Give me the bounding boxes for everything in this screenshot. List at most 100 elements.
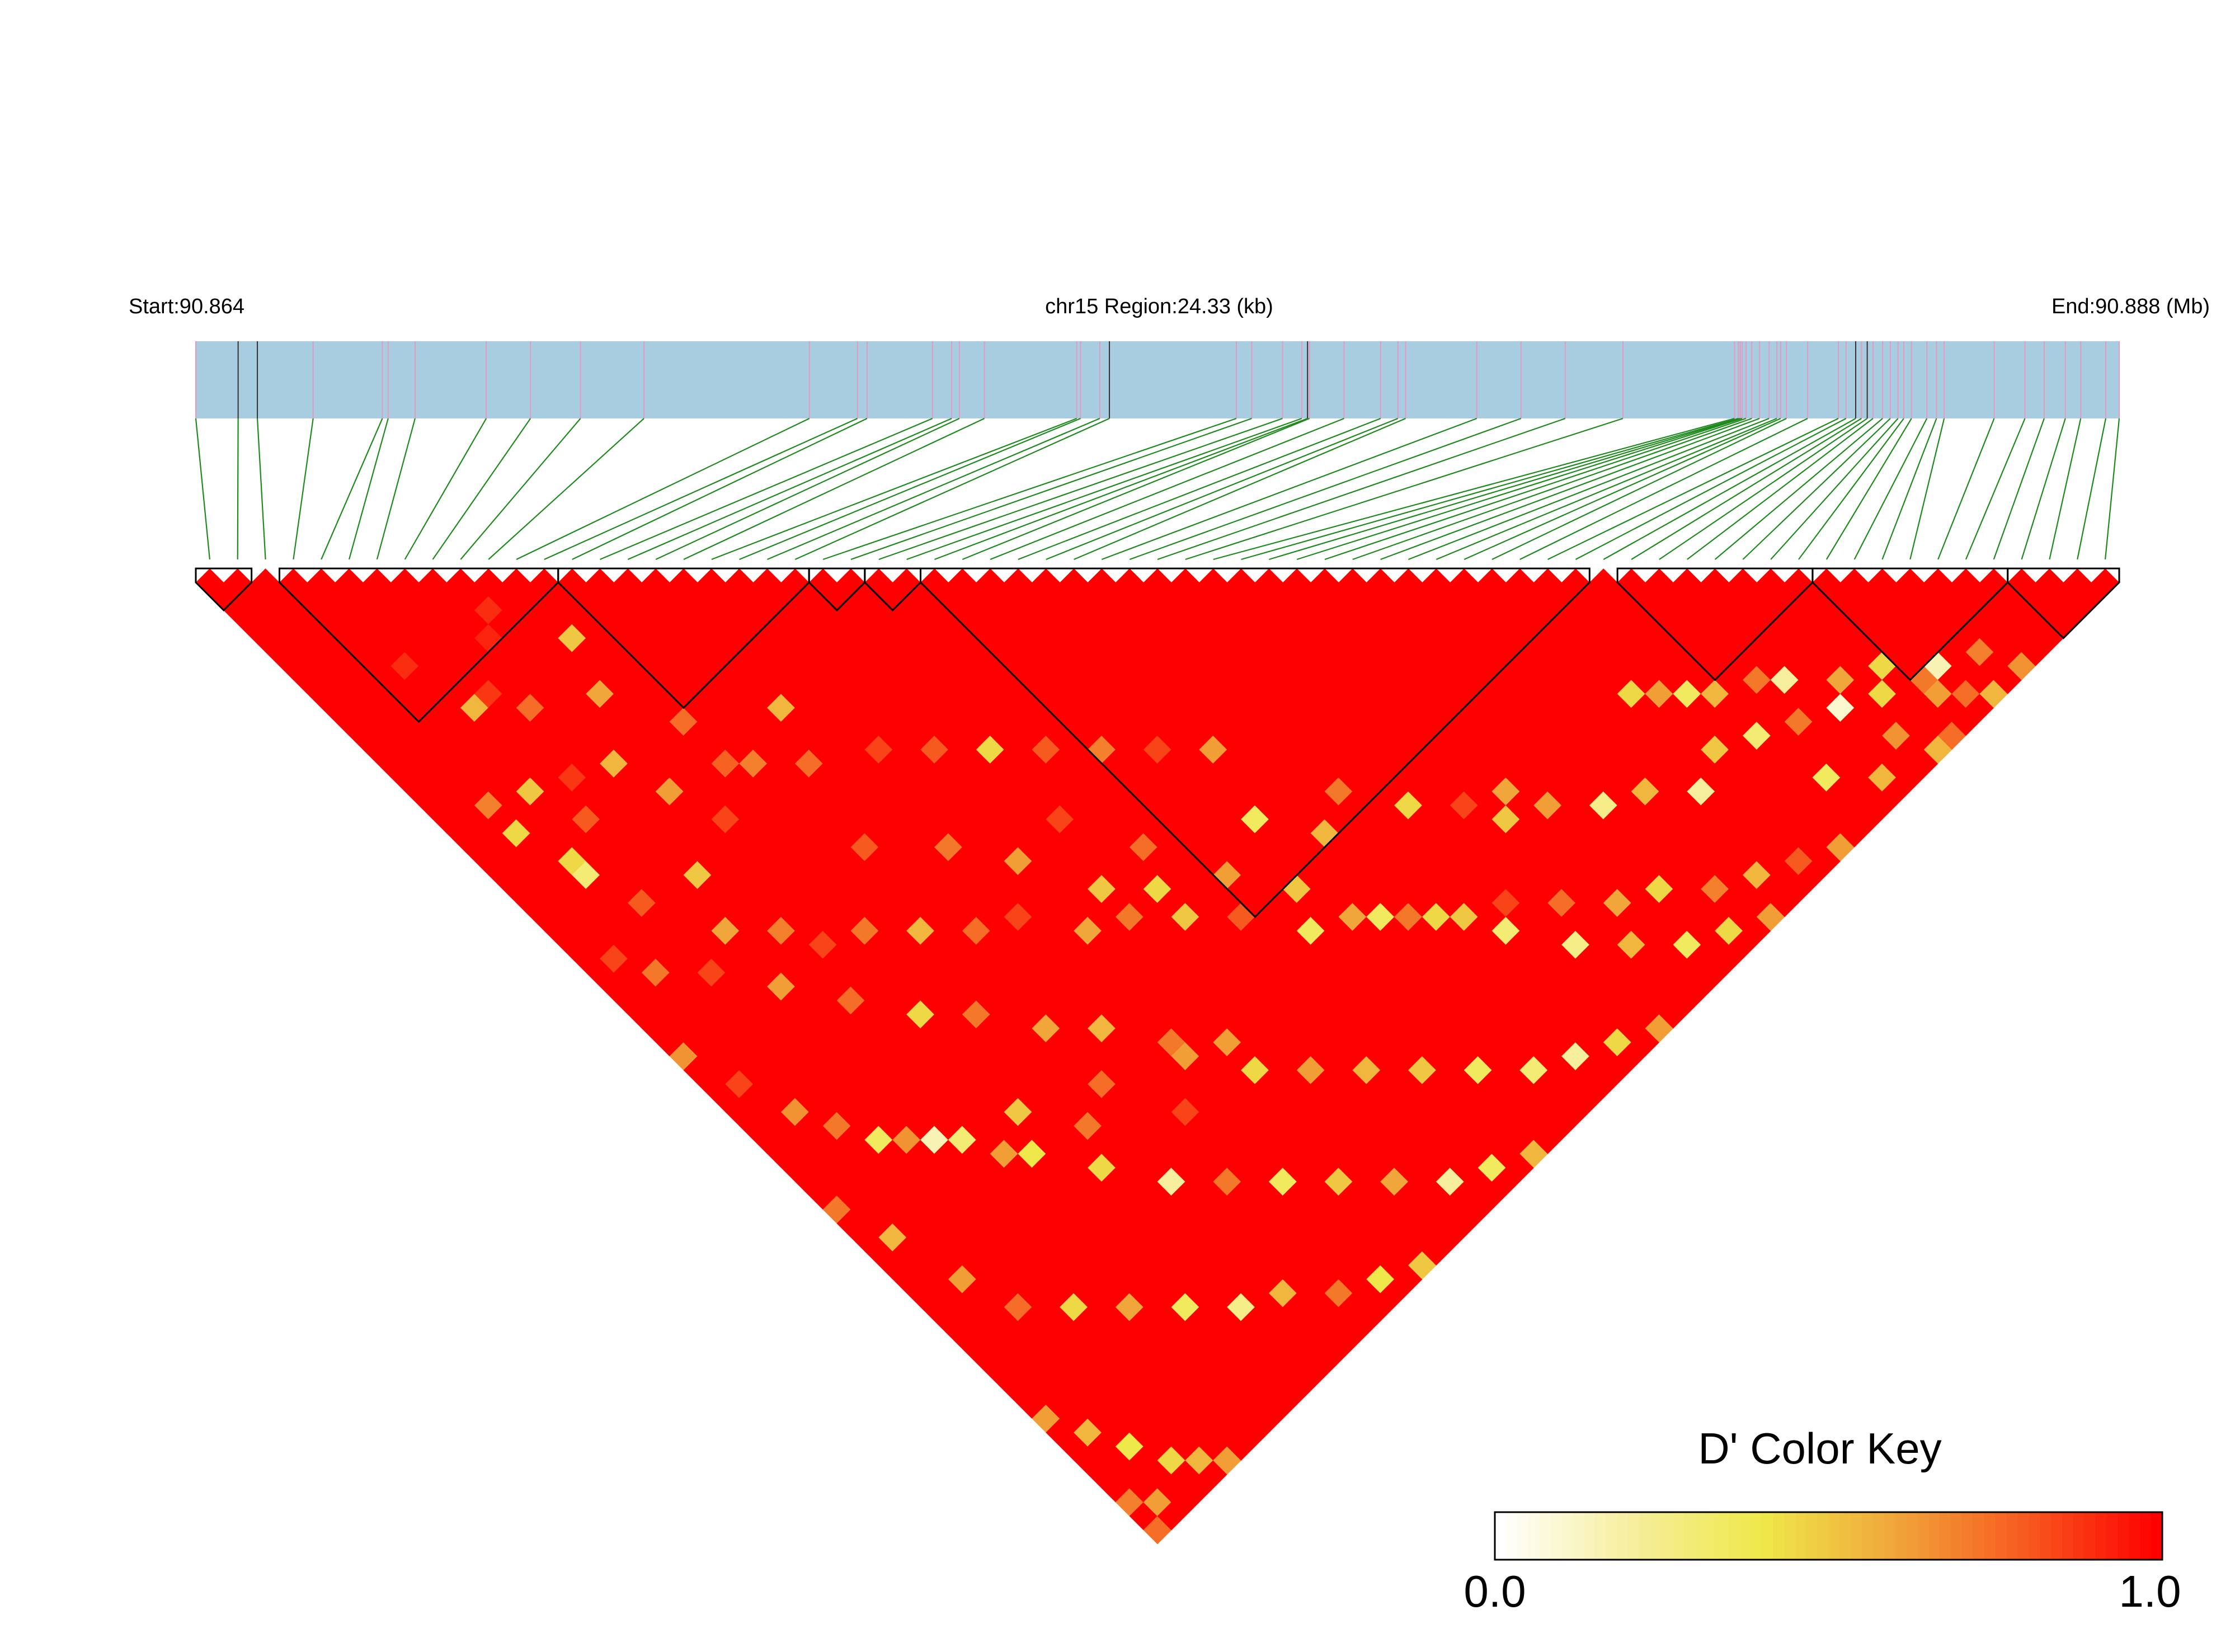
haplotype-block-outlines [195, 567, 2120, 919]
snp-connector [1909, 418, 1945, 560]
snp-diamond [1338, 568, 1367, 596]
snp-diamond [1924, 568, 1952, 596]
snp-connector [1993, 418, 2045, 560]
snp-diamond [1701, 568, 1729, 596]
haplotype-block-outline [278, 567, 559, 723]
snp-connector [376, 418, 416, 560]
snp-connector [1046, 417, 1399, 561]
snp-diamond [1896, 568, 1925, 596]
color-key-swatch [1773, 1512, 1785, 1560]
snp-diamond [670, 568, 698, 596]
snp-diamond [307, 568, 336, 596]
snp-connector [1129, 417, 1522, 561]
snp-diamond [1840, 568, 1869, 596]
snp-connector [1575, 418, 1847, 560]
color-key-swatch [1851, 1512, 1863, 1560]
snp-diamond [1729, 568, 1757, 596]
snp-connector [1965, 418, 2026, 560]
color-key-swatch [1573, 1512, 1585, 1560]
color-key-swatch [1940, 1512, 1952, 1560]
snp-connector [488, 418, 644, 560]
snp-diamond [1952, 568, 1980, 596]
snp-connector [767, 417, 1100, 561]
snp-connector [655, 418, 960, 560]
snp-connector [1157, 417, 1566, 561]
color-key-swatch [1873, 1512, 1885, 1560]
color-key-swatch [1550, 1512, 1563, 1560]
snp-diamond [335, 568, 363, 596]
haplotype-block-outline [864, 567, 921, 611]
color-key-swatch [2084, 1512, 2096, 1560]
color-key-swatch [1639, 1512, 1651, 1560]
region-bar [196, 341, 2119, 418]
snp-connector [1380, 417, 1760, 561]
color-key-swatch [2051, 1512, 2063, 1560]
snp-diamond [948, 568, 977, 596]
snp-connector [934, 417, 1308, 561]
snp-connector [739, 417, 1081, 561]
snp-connector [256, 418, 266, 560]
snp-diamond [1868, 568, 1897, 596]
snp-diamond [1366, 568, 1395, 596]
snp-diamond [1645, 568, 1673, 596]
end-coordinate-label: End:90.888 (Mb) [2052, 295, 2210, 318]
haplotype-block-outline [1811, 567, 2009, 681]
haplotype-block-outline [808, 567, 866, 611]
snp-connector [1519, 418, 1808, 560]
snp-connector [572, 418, 868, 560]
snp-connector [1352, 417, 1752, 561]
snp-diamond [976, 568, 1004, 596]
haplotype-block-outline [919, 567, 1591, 919]
snp-diamond [502, 568, 530, 596]
snp-connector [2104, 418, 2120, 560]
snp-connector [1268, 417, 1741, 561]
snp-connector [321, 418, 383, 560]
snp-connector [1241, 417, 1739, 561]
color-key-max-label: 1.0 [2119, 1566, 2181, 1616]
snp-diamond [642, 568, 670, 596]
snp-diamond [363, 568, 391, 596]
snp-diamond [1116, 568, 1144, 596]
color-key-min-label: 0.0 [1464, 1566, 1526, 1616]
snp-connector [1408, 417, 1770, 561]
color-key-swatch [1584, 1512, 1596, 1560]
color-key-swatch [2006, 1512, 2018, 1560]
color-key-swatch [2140, 1512, 2152, 1560]
snp-diamond [586, 568, 614, 596]
snp-connector [293, 418, 314, 560]
snp-connector [1853, 418, 1928, 560]
snp-diamond [446, 568, 475, 596]
snp-diamond [1060, 568, 1088, 596]
color-key-swatch [1739, 1512, 1752, 1560]
snp-connector [348, 418, 389, 560]
snp-diamond [1505, 568, 1534, 596]
color-key-swatch [1594, 1512, 1607, 1560]
color-key-swatch [1606, 1512, 1618, 1560]
snp-connector [1937, 418, 1995, 560]
snp-connector [794, 417, 1110, 561]
color-key-swatch [1561, 1512, 1574, 1560]
snp-connector [990, 417, 1344, 561]
snp-diamond [1311, 568, 1339, 596]
snp-connector [906, 417, 1302, 561]
haplotype-block-outline [557, 567, 810, 709]
color-key-swatch [2151, 1512, 2163, 1560]
snp-diamond [1004, 568, 1032, 596]
snp-diamond [1450, 568, 1478, 596]
snp-connector [878, 417, 1283, 561]
color-key-swatch [1906, 1512, 1918, 1560]
color-key-swatch [1839, 1512, 1852, 1560]
snp-connector [627, 417, 952, 561]
snp-connector [1464, 417, 1781, 561]
snp-diamond [1088, 568, 1116, 596]
snp-diamond [2035, 568, 2064, 596]
color-key-swatch [2095, 1512, 2107, 1560]
ld-cells [196, 568, 2119, 1545]
snp-connector [1714, 418, 1883, 560]
snp-diamond [1144, 568, 1171, 596]
snp-diamond [1478, 568, 1506, 596]
color-key-swatch [2040, 1512, 2052, 1560]
snp-diamond [2063, 568, 2092, 596]
color-key-swatch [2017, 1512, 2030, 1560]
color-key-swatch [1984, 1512, 1996, 1560]
